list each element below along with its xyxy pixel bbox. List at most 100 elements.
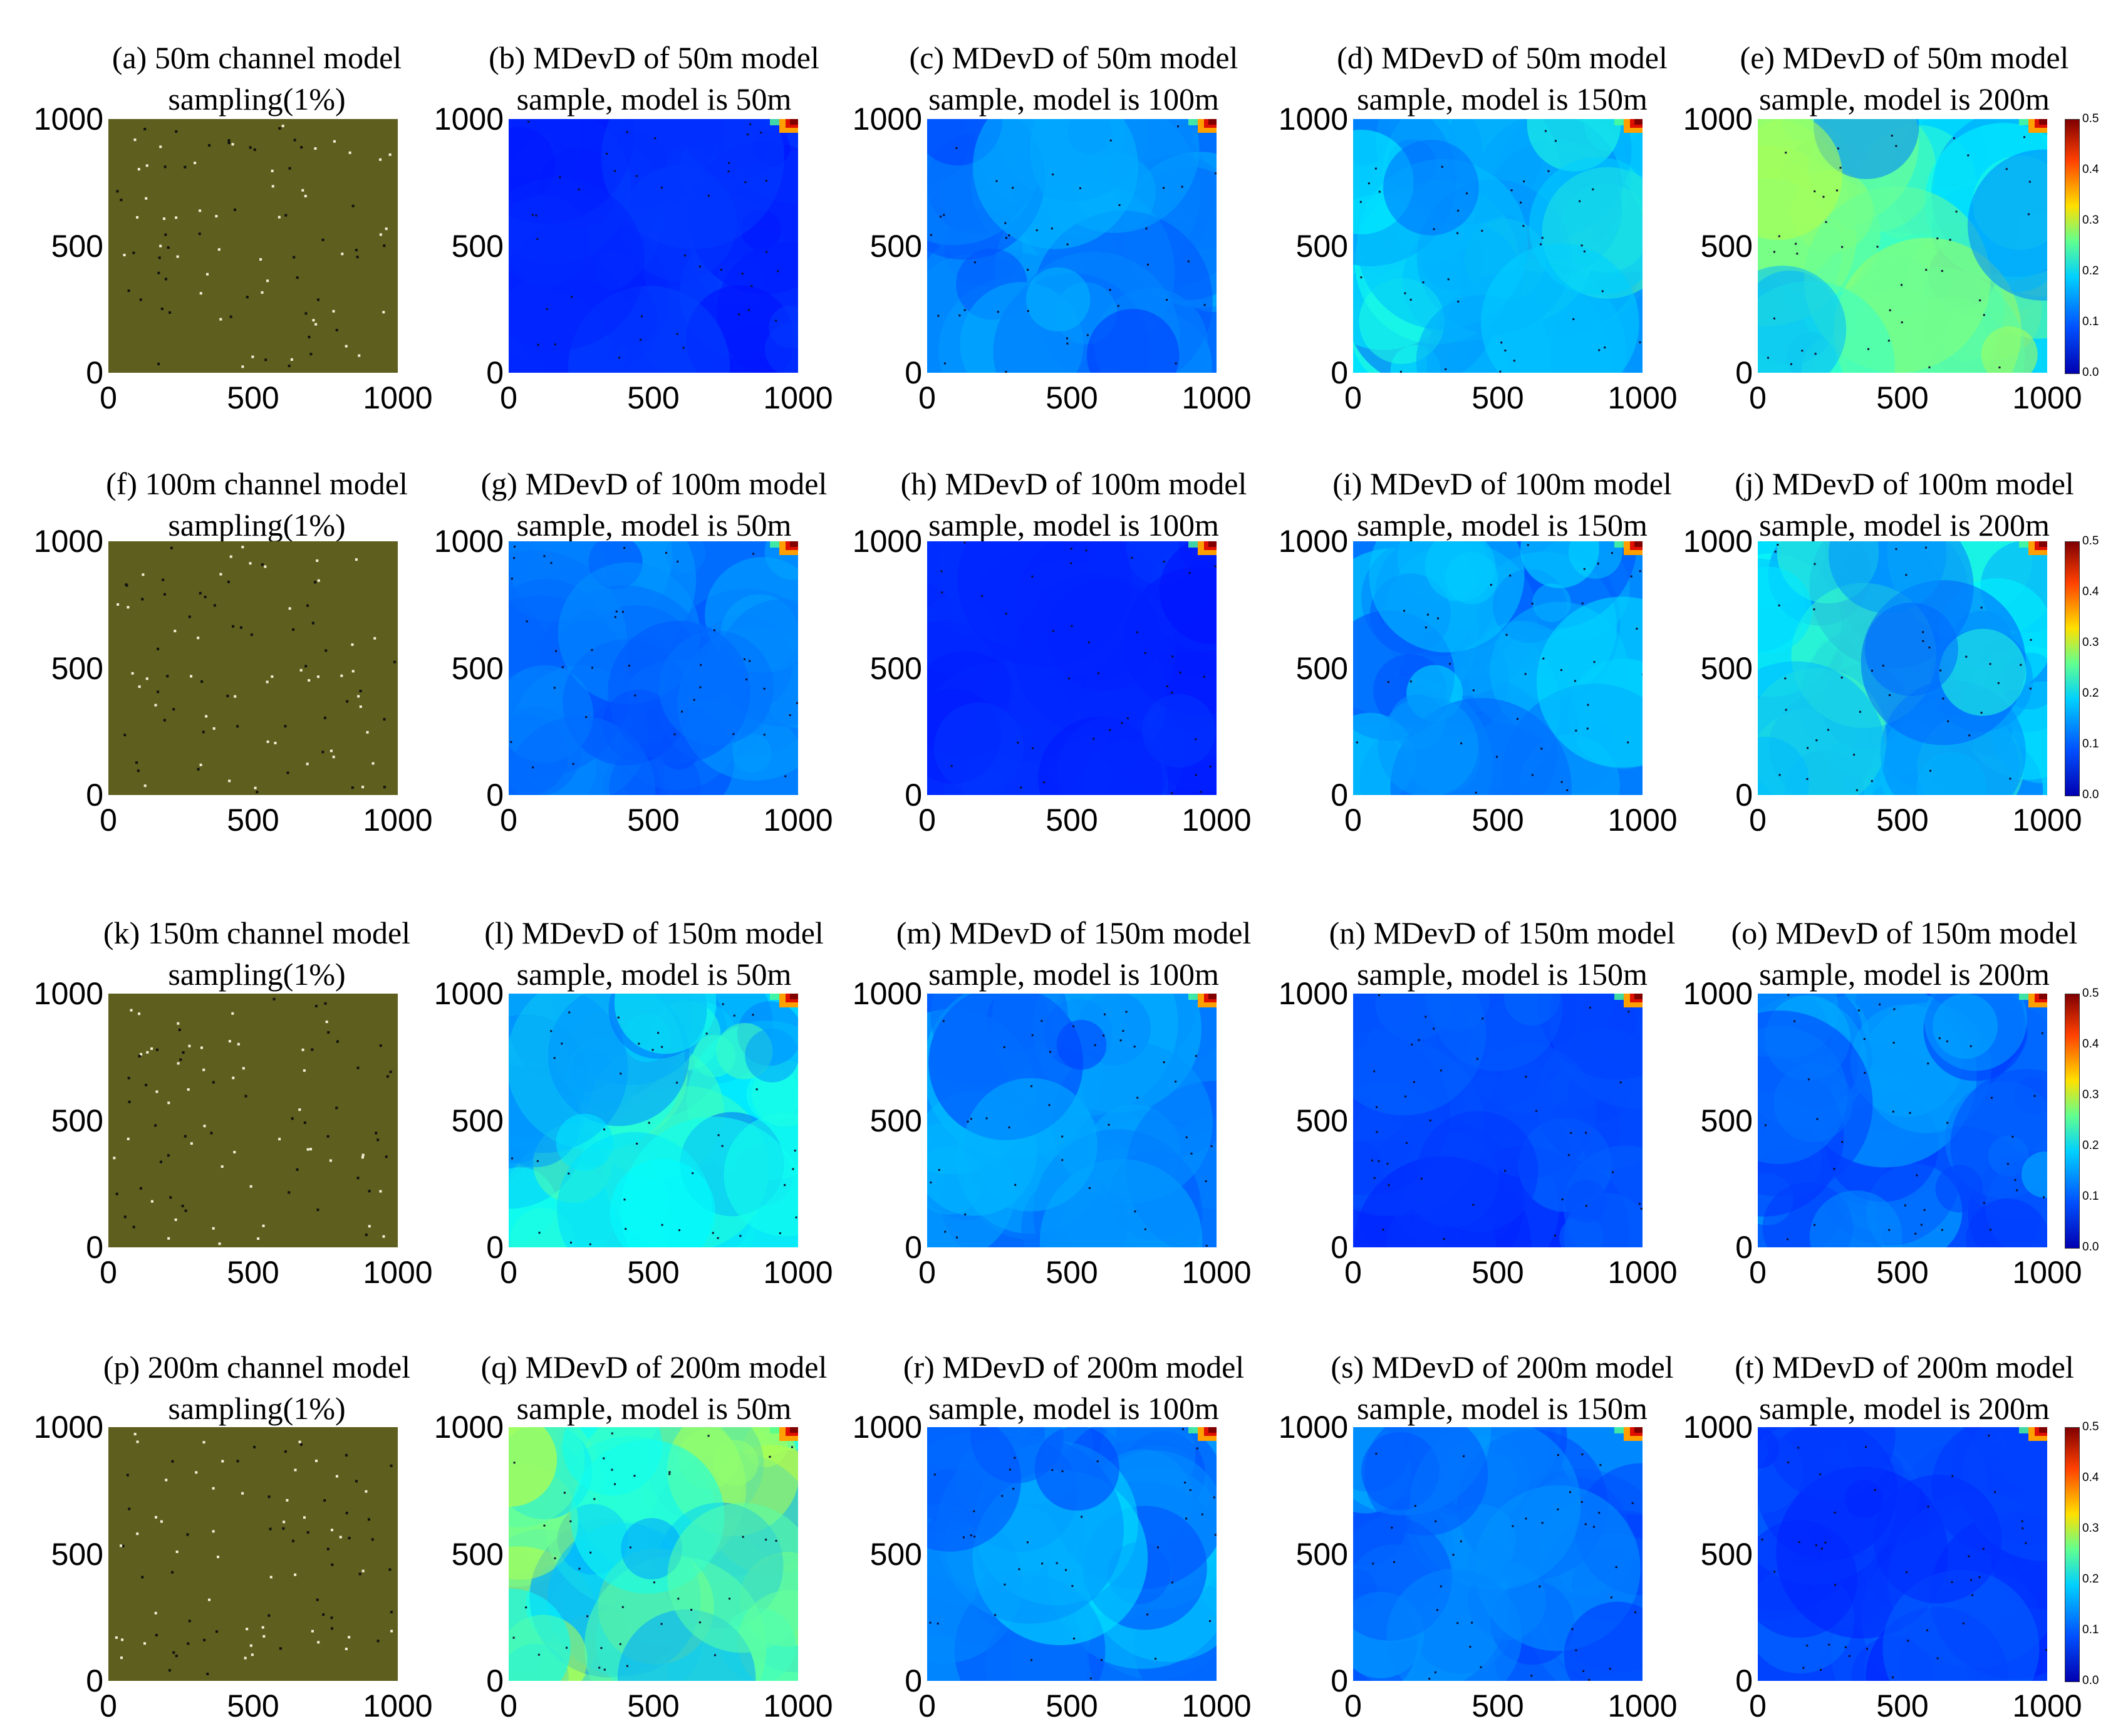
sample-point: [355, 558, 358, 561]
sample-point: [376, 1640, 380, 1643]
y-tick-label: 1000: [433, 1410, 504, 1445]
sample-point: [120, 1656, 123, 1660]
y-tick-label: 1000: [852, 101, 922, 137]
sample-point: [212, 1227, 215, 1230]
sample-point: [177, 1022, 180, 1025]
sample-point: [278, 127, 281, 130]
sample-point: [329, 1159, 332, 1162]
x-tick-label: 500: [627, 803, 680, 838]
sample-point: [345, 1512, 348, 1515]
sample-point: [361, 1153, 365, 1156]
x-tick-label: 500: [227, 803, 279, 838]
mdevd-heatmap: [509, 1427, 798, 1681]
y-tick-label: 0: [486, 777, 504, 813]
sample-point: [199, 292, 202, 295]
sample-point: [330, 1529, 333, 1532]
sample-point: [375, 1131, 378, 1135]
sample-point: [227, 580, 230, 583]
panel-subtitle: sample, model is 200m: [1759, 957, 2050, 992]
sample-point: [167, 1237, 170, 1240]
sample-point: [157, 690, 160, 694]
sample-point: [208, 143, 211, 147]
x-tick-label: 1000: [1181, 1255, 1252, 1290]
y-tick-label: 1000: [1278, 976, 1348, 1011]
y-tick-label: 1000: [1683, 976, 1753, 1011]
sample-point: [303, 1516, 306, 1519]
panel-title: (q) MDevD of 200m model: [480, 1349, 828, 1385]
sample-point: [314, 323, 318, 326]
y-tick-label: 1000: [33, 524, 103, 559]
panel-title: (s) MDevD of 200m model: [1331, 1349, 1674, 1385]
sample-point: [306, 1531, 309, 1534]
sample-point: [227, 142, 231, 145]
sample-point: [288, 167, 291, 170]
sample-point: [116, 190, 119, 193]
sample-point: [199, 209, 202, 212]
colorbar-tick-label: 0.4: [2082, 585, 2099, 598]
sample-point: [208, 1598, 211, 1601]
sample-point: [197, 767, 200, 771]
sample-point: [188, 615, 191, 618]
y-tick-label: 1000: [433, 101, 504, 137]
panel-title: (b) MDevD of 50m model: [489, 40, 819, 75]
y-tick-label: 500: [1700, 1103, 1753, 1138]
sample-point: [136, 1440, 139, 1443]
sample-point: [261, 563, 264, 566]
y-tick-label: 500: [1700, 228, 1753, 264]
sample-point: [300, 146, 303, 149]
x-tick-label: 500: [227, 380, 279, 415]
mdevd-heatmap: [1758, 541, 2047, 795]
sample-point: [163, 165, 167, 169]
panel-title: (r) MDevD of 200m model: [903, 1349, 1245, 1385]
sample-point: [316, 1598, 319, 1601]
colorbar: [2065, 1427, 2080, 1682]
y-tick-label: 1000: [433, 524, 504, 559]
panel-subtitle: sample, model is 50m: [516, 507, 792, 543]
sample-point: [296, 276, 299, 279]
sample-point: [345, 1648, 348, 1651]
colorbar-tick-label: 0.1: [2082, 737, 2099, 751]
sample-point: [115, 1636, 118, 1639]
sample-point: [336, 1040, 339, 1043]
colorbar-tick-label: 0.5: [2082, 534, 2099, 548]
sample-point: [298, 1108, 301, 1111]
sample-point: [138, 1054, 141, 1058]
mdevd-heatmap: [927, 119, 1217, 373]
colorbar-tick-label: 0.1: [2082, 1190, 2099, 1203]
sample-point: [181, 1204, 184, 1207]
sample-point: [157, 647, 160, 650]
sample-point: [335, 1475, 338, 1478]
colorbar: [2065, 994, 2080, 1249]
sample-point: [246, 1628, 249, 1631]
sample-point: [229, 315, 232, 318]
sample-point: [197, 637, 200, 640]
y-tick-label: 0: [1331, 355, 1348, 390]
sample-point: [164, 233, 167, 236]
sample-point: [311, 1629, 314, 1633]
sample-point: [341, 252, 344, 256]
sample-point: [154, 1611, 157, 1614]
sample-point: [249, 146, 252, 149]
sample-point: [126, 1474, 129, 1477]
sample-point: [145, 197, 148, 200]
sample-point: [199, 763, 202, 766]
y-tick-label: 500: [869, 650, 922, 686]
sample-point: [167, 246, 170, 249]
sample-point: [312, 319, 315, 322]
sample-point: [376, 1138, 380, 1141]
sample-point: [215, 215, 218, 218]
sample-point: [212, 1081, 215, 1084]
sample-point: [231, 1012, 234, 1015]
sample-point: [355, 249, 358, 252]
sample-point: [382, 311, 385, 314]
y-tick-label: 500: [1700, 650, 1753, 686]
sample-point: [339, 1536, 342, 1539]
sample-point: [202, 730, 205, 734]
sample-point: [154, 1515, 157, 1519]
x-tick-label: 1000: [763, 803, 833, 838]
sample-point: [358, 354, 361, 357]
sample-point: [137, 168, 140, 171]
panel-title: (p) 200m channel model: [103, 1349, 411, 1385]
sample-point: [219, 318, 222, 321]
